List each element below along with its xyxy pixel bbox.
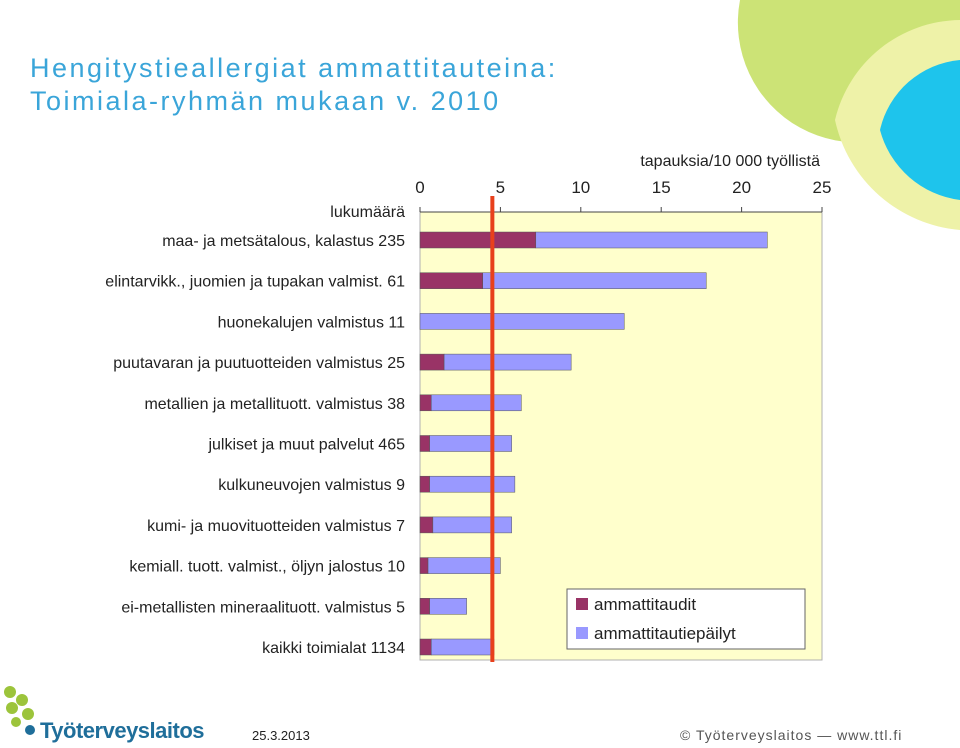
x-tick-label: 25 bbox=[813, 178, 832, 197]
bar-ammattitaudit bbox=[419, 598, 430, 615]
bar-ammattitaudit bbox=[419, 435, 430, 452]
bar-ammattitaudit bbox=[419, 557, 429, 574]
legend-swatch-ammattitautiepailyt bbox=[576, 627, 588, 639]
bar-ammattitautiepailyt bbox=[432, 516, 512, 534]
bar-ammattitaudit bbox=[419, 353, 445, 371]
bar-ammattitautiepailyt bbox=[431, 638, 495, 656]
title-line-1: Hengitystieallergiat ammattitauteina: bbox=[30, 53, 558, 83]
footer-copyright: © Työterveyslaitos — www.ttl.fi bbox=[680, 727, 903, 743]
bar-ammattitaudit bbox=[419, 516, 434, 534]
category-label: kumi- ja muovituotteiden valmistus 7 bbox=[147, 518, 405, 535]
legend-label-ammattitaudit: ammattitaudit bbox=[594, 595, 696, 614]
bar-ammattitautiepailyt bbox=[429, 435, 512, 452]
bar-ammattitaudit bbox=[419, 475, 430, 493]
bar-ammattitautiepailyt bbox=[431, 394, 522, 412]
category-label: kaikki toimialat 1134 bbox=[262, 640, 405, 657]
bar-ammattitautiepailyt bbox=[482, 272, 707, 289]
category-header: lukumäärä bbox=[330, 204, 405, 221]
x-axis-title: tapauksia/10 000 työllistä bbox=[640, 153, 820, 170]
category-label: puutavaran ja puutuotteiden valmistus 25 bbox=[113, 355, 405, 372]
bar-ammattitaudit bbox=[419, 638, 432, 656]
x-tick-label: 15 bbox=[652, 178, 671, 197]
legend-box bbox=[566, 588, 806, 650]
bar-ammattitautiepailyt bbox=[429, 475, 516, 493]
footer-date: 25.3.2013 bbox=[252, 728, 310, 743]
category-label: maa- ja metsätalous, kalastus 235 bbox=[162, 233, 405, 250]
category-label: ei-metallisten mineraalituott. valmistus… bbox=[121, 599, 405, 616]
bar-ammattitaudit bbox=[419, 231, 537, 249]
bar-chart: 0 5 10 15 20 25 tapauksia/10 000 työllistä luku… bbox=[105, 153, 832, 662]
bar-ammattitautiepailyt bbox=[427, 557, 501, 574]
logo-mark bbox=[4, 686, 35, 735]
category-label: julkiset ja muut palvelut 465 bbox=[207, 437, 405, 454]
category-label: elintarvikk., juomien ja tupakan valmist… bbox=[105, 274, 405, 291]
category-label: kulkuneuvojen valmistus 9 bbox=[218, 477, 405, 494]
category-label: kemiall. tuott. valmist., öljyn jalostus… bbox=[129, 559, 405, 576]
x-tick-label: 10 bbox=[571, 178, 590, 197]
category-label: huonekalujen valmistus 11 bbox=[218, 314, 405, 331]
bar-ammattitautiepailyt bbox=[419, 313, 625, 330]
bar-ammattitautiepailyt bbox=[429, 598, 467, 615]
bar-ammattitaudit bbox=[419, 394, 432, 412]
bar-ammattitautiepailyt bbox=[443, 353, 572, 371]
category-label: metallien ja metallituott. valmistus 38 bbox=[144, 396, 405, 413]
bar-ammattitaudit bbox=[419, 272, 483, 289]
legend-label-ammattitautiepailyt: ammattitautiepäilyt bbox=[594, 624, 736, 643]
x-tick-label: 0 bbox=[415, 178, 424, 197]
bar-ammattitautiepailyt bbox=[535, 231, 768, 249]
x-tick-label: 20 bbox=[732, 178, 751, 197]
legend-swatch-ammattitaudit bbox=[576, 598, 588, 610]
logo-text: Työterveyslaitos bbox=[40, 718, 205, 743]
title-line-2: Toimiala-ryhmän mukaan v. 2010 bbox=[30, 86, 501, 116]
decor-cyan-arc bbox=[880, 60, 960, 200]
page-title: Hengitystieallergiat ammattitauteina: To… bbox=[30, 52, 650, 118]
x-tick-label: 5 bbox=[496, 178, 505, 197]
